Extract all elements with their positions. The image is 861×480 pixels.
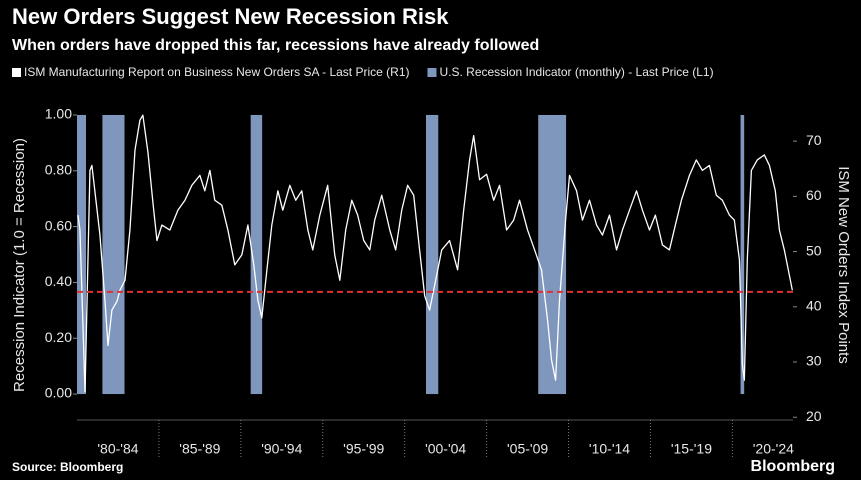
x-tick-label: '95-'99	[343, 441, 384, 457]
y-tick-label: 0.00	[45, 385, 72, 401]
source: Source: Bloomberg	[12, 460, 123, 474]
legend-swatch	[427, 68, 437, 77]
y-tick-label: 1.00	[45, 106, 72, 122]
y2-tick-label: 30	[806, 353, 822, 369]
x-tick-label: '05-'09	[507, 441, 548, 457]
y2-tick-label: 50	[806, 242, 822, 258]
x-tick-label: '00-'04	[425, 441, 466, 457]
x-tick-label: '20-'24	[753, 441, 794, 457]
recession-bar	[740, 114, 745, 395]
legend-label: U.S. Recession Indicator (monthly) - Las…	[439, 65, 713, 79]
recession-bar	[538, 114, 567, 395]
recession-bar	[250, 114, 263, 395]
x-tick-label: '15-'19	[671, 441, 712, 457]
y2-tick-label: 60	[806, 187, 822, 203]
legend-swatch	[12, 68, 21, 77]
x-tick-label: '90-'94	[261, 441, 302, 457]
recession-bar	[425, 114, 439, 395]
y-axis-title: Recession Indicator (1.0 = Recession)	[11, 138, 28, 392]
recession-bar	[77, 114, 87, 395]
y-tick-label: 0.60	[45, 217, 72, 233]
legend-label: ISM Manufacturing Report on Business New…	[24, 65, 409, 79]
y-tick-label: 0.20	[45, 329, 72, 345]
x-tick-label: '10-'14	[589, 441, 630, 457]
x-tick-label: '85-'89	[179, 441, 220, 457]
y2-tick-label: 20	[806, 408, 822, 424]
ism-line	[77, 114, 793, 393]
y-tick-label: 0.80	[45, 161, 72, 177]
x-tick-label: '80-'84	[97, 441, 138, 457]
chart-title: New Orders Suggest New Recession Risk	[12, 4, 449, 29]
y-tick-label: 0.40	[45, 273, 72, 289]
y2-tick-label: 70	[806, 132, 822, 148]
chart-subtitle: When orders have dropped this far, reces…	[12, 37, 539, 54]
y2-tick-label: 40	[806, 297, 822, 313]
recession-bar	[102, 114, 125, 395]
y2-axis-title: ISM New Orders Index Points	[835, 166, 852, 364]
brand: Bloomberg	[751, 458, 835, 475]
